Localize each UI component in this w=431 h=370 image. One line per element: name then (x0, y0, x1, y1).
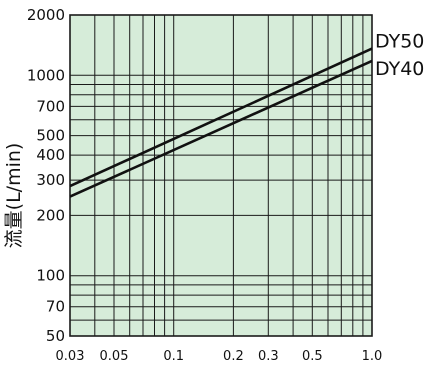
y-axis-title: 流量(L/min) (3, 143, 25, 249)
y-tick-label: 1000 (27, 66, 65, 84)
y-tick-label: 300 (36, 171, 65, 189)
y-tick-label: 400 (36, 146, 65, 164)
series-labels: DY50 DY40 (375, 31, 424, 80)
y-tick-label: 70 (46, 298, 65, 316)
series-lines (69, 47, 373, 198)
plot-area (70, 15, 372, 336)
series-label-dy40: DY40 (375, 58, 424, 80)
x-tick-label: 0.2 (223, 349, 244, 364)
vertical-gridlines (69, 15, 373, 336)
x-tick-label: 0.5 (302, 349, 323, 364)
x-tick-label: 0.05 (100, 349, 129, 364)
x-tick-label: 0.1 (163, 349, 184, 364)
y-tick-label: 2000 (27, 6, 65, 24)
series-label-dy50: DY50 (375, 31, 424, 53)
x-tick-label: 0.03 (56, 349, 85, 364)
series-line-dy50 (69, 47, 373, 188)
y-tick-label: 200 (36, 206, 65, 224)
x-axis-tick-labels: 0.03 0.05 0.1 0.2 0.3 0.5 1.0 (56, 349, 383, 364)
x-tick-label: 1.0 (362, 349, 383, 364)
plot-border (69, 14, 373, 337)
series-line-dy40 (69, 59, 373, 198)
y-tick-label: 100 (36, 267, 65, 285)
x-tick-label: 0.3 (258, 349, 279, 364)
y-tick-label: 50 (46, 327, 65, 345)
y-tick-label: 500 (36, 127, 65, 145)
y-tick-label: 700 (36, 97, 65, 115)
